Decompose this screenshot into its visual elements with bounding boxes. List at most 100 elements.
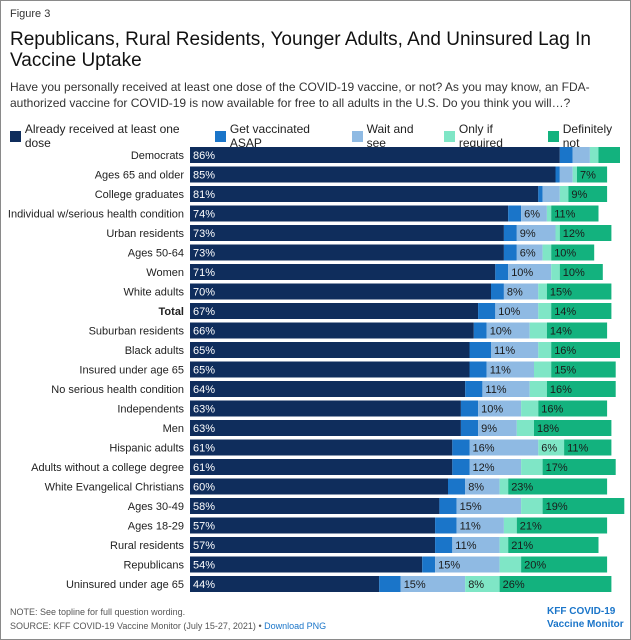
- bar-segment: [190, 576, 380, 592]
- category-label: Women: [146, 267, 184, 279]
- category-label: Ages 65 and older: [95, 169, 185, 181]
- bar-segment: [190, 342, 470, 358]
- bar-segment: [439, 498, 457, 514]
- download-link[interactable]: Download PNG: [264, 621, 327, 631]
- legend-swatch: [351, 130, 363, 142]
- data-label: 11%: [455, 540, 476, 552]
- bar-segment: [555, 225, 560, 241]
- bar-segment: [190, 400, 461, 417]
- legend-swatch: [10, 130, 21, 142]
- bar-segment: [190, 205, 509, 222]
- bar-segment: [469, 459, 522, 475]
- bar-segment: [516, 244, 543, 261]
- bar-segment: [499, 556, 522, 573]
- data-label: 16%: [550, 384, 572, 396]
- data-label: 15%: [460, 501, 482, 513]
- chart: Democrats 86% Ages 65 and older 85% 7% Colleg…: [8, 147, 625, 592]
- legend-label: Already received at least one dose: [24, 122, 180, 150]
- legend-item: Wait and see: [351, 122, 435, 150]
- bar-segment: [559, 186, 569, 202]
- bar-segment: [542, 459, 616, 475]
- data-label: 61%: [193, 442, 215, 454]
- bar-segment: [521, 556, 608, 573]
- bar-segment: [469, 439, 539, 456]
- bar-segment: [521, 205, 547, 222]
- legend-label: Only if required: [458, 122, 503, 150]
- legend-label: Wait and see: [366, 122, 414, 150]
- data-label: 70%: [193, 286, 215, 298]
- category-label: Ages 30-49: [128, 501, 184, 513]
- bar-segment: [452, 439, 470, 456]
- data-label: 8%: [468, 579, 484, 591]
- data-label: 10%: [563, 267, 585, 279]
- bar-segment: [538, 283, 547, 300]
- bar-segment: [190, 283, 491, 300]
- data-label: 14%: [554, 306, 576, 318]
- category-label: Individual w/serious health condition: [8, 208, 184, 220]
- data-label: 17%: [546, 462, 568, 474]
- bar-segment: [555, 166, 560, 183]
- legend-label: Definitely not: [562, 122, 613, 150]
- data-label: 73%: [193, 228, 215, 240]
- bar-segment: [190, 186, 539, 202]
- bar-segment: [542, 186, 560, 202]
- bar-segment: [516, 420, 534, 436]
- bar-segment: [460, 400, 479, 417]
- bar-segment: [572, 166, 577, 183]
- data-label: 10%: [481, 403, 503, 415]
- bar-segment: [577, 166, 608, 183]
- data-label: 65%: [193, 364, 215, 376]
- category-label: Ages 18-29: [128, 520, 184, 532]
- data-label: 6%: [524, 208, 540, 220]
- legend: Already received at least one dose Get va…: [10, 122, 631, 150]
- data-label: 19%: [546, 501, 568, 513]
- bar-segment: [486, 361, 534, 378]
- bar-segment: [379, 576, 401, 592]
- category-label: Republicans: [123, 559, 184, 571]
- data-label: 66%: [193, 325, 215, 337]
- bar-segment: [465, 478, 500, 495]
- bar-segment: [529, 381, 547, 397]
- bar-segment: [564, 439, 612, 456]
- bar-segment: [551, 361, 616, 378]
- logo-line: Vaccine Monitor: [547, 619, 624, 630]
- chart-title: Republicans, Rural Residents, Younger Ad…: [10, 29, 591, 71]
- bar-segment: [508, 205, 522, 222]
- bar-segment: [538, 400, 608, 417]
- bar-segment: [456, 498, 522, 514]
- data-label: 10%: [511, 267, 533, 279]
- bar-segment: [508, 478, 608, 495]
- bar-segment: [499, 537, 509, 553]
- bar-segment: [491, 342, 539, 358]
- bar-segment: [482, 381, 530, 397]
- data-label: 57%: [193, 520, 215, 532]
- bar-segment: [529, 322, 547, 339]
- bar-segment: [538, 342, 552, 358]
- data-label: 26%: [503, 579, 525, 591]
- bar-segment: [516, 517, 608, 534]
- data-label: 9%: [571, 189, 587, 201]
- category-label: Rural residents: [110, 540, 184, 552]
- data-label: 60%: [193, 481, 215, 493]
- data-label: 11%: [494, 345, 515, 357]
- data-label: 15%: [404, 579, 426, 591]
- bar-segment: [190, 537, 436, 553]
- bar-segment: [448, 478, 466, 495]
- bar-segment: [190, 439, 453, 456]
- bar-segment: [422, 556, 436, 573]
- data-label: 16%: [541, 403, 563, 415]
- note: NOTE: See topline for full question word…: [10, 607, 186, 617]
- data-label: 21%: [511, 540, 533, 552]
- category-label: Ages 50-64: [128, 247, 184, 259]
- bar-segment: [190, 517, 436, 534]
- bar-segment: [551, 244, 595, 261]
- data-label: 18%: [537, 423, 559, 435]
- data-label: 15%: [550, 286, 572, 298]
- category-label: White Evangelical Christians: [45, 481, 185, 493]
- data-label: 85%: [193, 169, 215, 181]
- bar-segment: [452, 459, 470, 475]
- data-label: 6%: [541, 442, 557, 454]
- source-line: SOURCE: KFF COVID-19 Vaccine Monitor (Ju…: [10, 621, 326, 631]
- bar-segment: [546, 283, 612, 300]
- data-label: 44%: [193, 579, 215, 591]
